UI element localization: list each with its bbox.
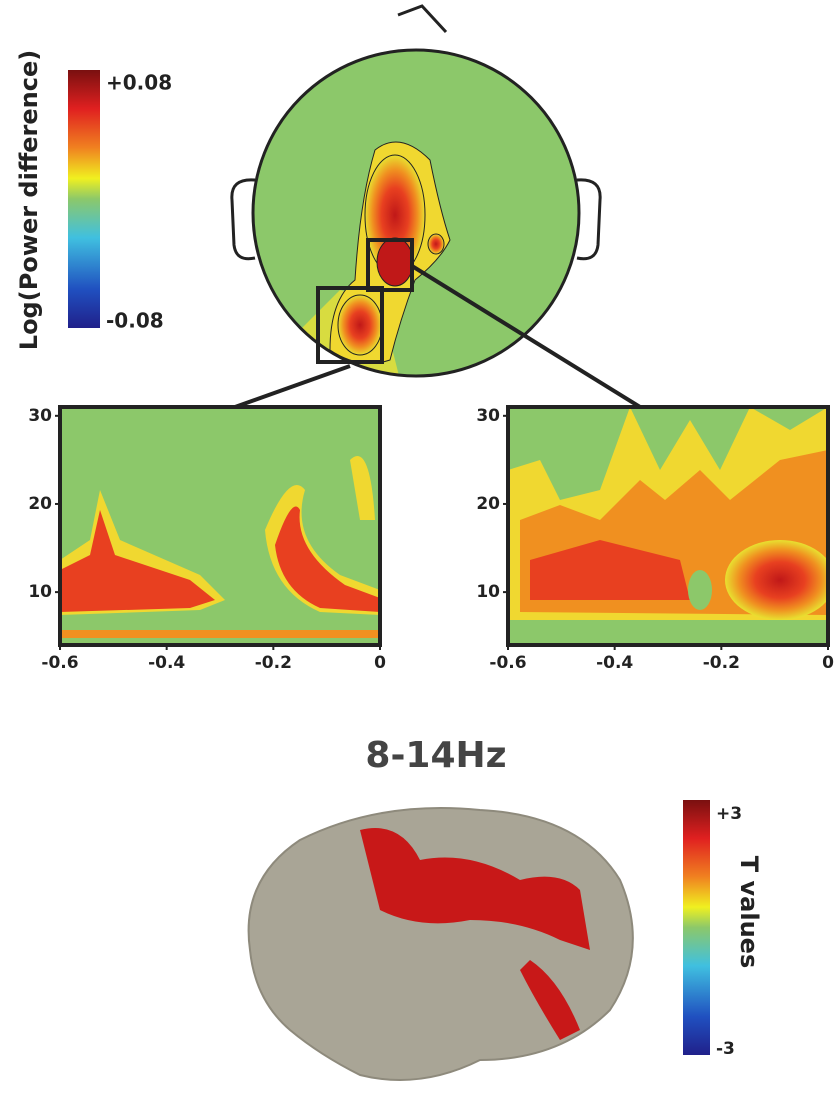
- y-tick-label: 10: [28, 582, 52, 602]
- tf-map: [60, 407, 380, 645]
- y-tick-label: 10: [476, 582, 500, 602]
- x-tick-label: 0: [822, 653, 834, 673]
- colorbar: [683, 800, 710, 1055]
- title: 8-14Hz: [365, 735, 506, 776]
- colorbar-label: T values: [735, 856, 763, 968]
- x-tick-label: -0.2: [255, 653, 292, 673]
- x-tick-label: -0.6: [41, 653, 78, 673]
- panel-frame: [58, 405, 382, 647]
- x-tick-label: -0.4: [148, 653, 185, 673]
- colorbar-tick-label: -3: [716, 1039, 735, 1059]
- y-tick-label: 20: [476, 494, 500, 514]
- colorbar: [68, 70, 100, 328]
- colorbar-label: Log(Power difference): [15, 50, 43, 350]
- y-tick-label: 30: [476, 406, 500, 426]
- tf-map: [508, 407, 828, 645]
- y-tick-label: 30: [28, 406, 52, 426]
- topoplot: [253, 50, 579, 376]
- panel-frame: [506, 405, 830, 647]
- roi-box: [366, 238, 414, 292]
- x-tick-label: -0.6: [489, 653, 526, 673]
- brain: [247, 807, 634, 1081]
- nose: [397, 4, 448, 34]
- head-outline: [251, 48, 581, 378]
- connector: [234, 364, 351, 409]
- roi-box: [316, 286, 384, 364]
- colorbar-tick-label: -0.08: [106, 309, 164, 333]
- y-tick-label: 20: [28, 494, 52, 514]
- x-tick-label: -0.4: [596, 653, 633, 673]
- colorbar-tick-label: +0.08: [106, 71, 172, 95]
- connector: [410, 264, 642, 409]
- ear: [230, 178, 256, 261]
- x-tick-label: -0.2: [703, 653, 740, 673]
- ear: [576, 178, 602, 261]
- colorbar-tick-label: +3: [716, 804, 742, 824]
- x-tick-label: 0: [374, 653, 386, 673]
